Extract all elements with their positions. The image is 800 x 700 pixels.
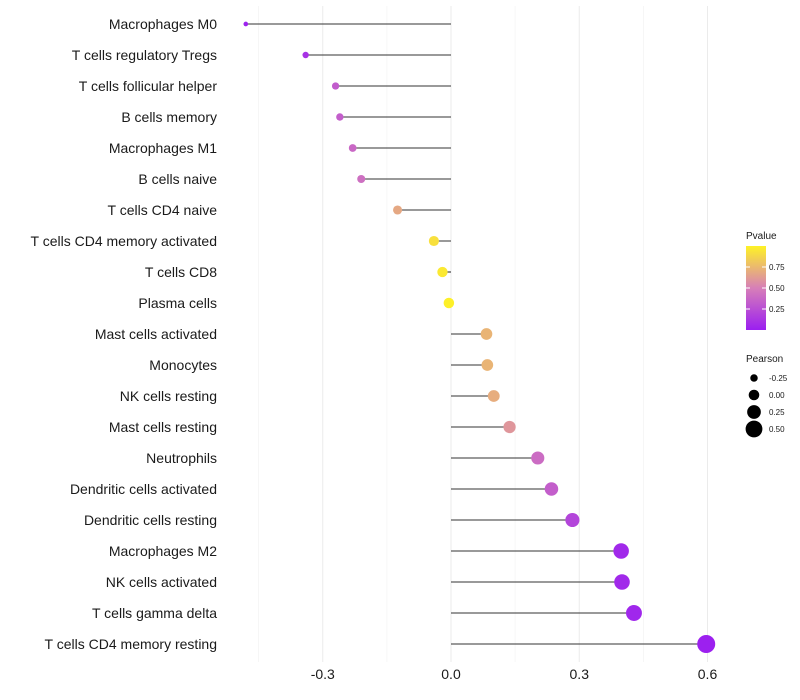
lollipop-dot <box>544 482 559 496</box>
category-label: T cells CD4 naive <box>108 202 218 218</box>
lollipop-dot <box>428 235 439 247</box>
category-label: Macrophages M0 <box>109 16 217 32</box>
category-label: Monocytes <box>149 357 217 373</box>
size-legend-dot <box>747 405 761 419</box>
category-label: T cells regulatory Tregs <box>72 47 217 63</box>
category-label: T cells CD8 <box>145 264 217 280</box>
size-legend-dot <box>750 374 758 382</box>
category-label: Neutrophils <box>146 450 217 466</box>
lollipop-dot <box>437 266 448 278</box>
lollipop-dot <box>614 574 630 590</box>
lollipop-dot <box>626 605 642 621</box>
colorbar-tick-label: 0.25 <box>769 305 785 314</box>
category-labels: Macrophages M0 T cells regulatory Tregs T … <box>31 16 218 652</box>
category-label: Macrophages M1 <box>109 140 217 156</box>
x-tick-label: 0.6 <box>698 666 718 682</box>
x-axis-tick-labels: -0.3 0.0 0.3 0.6 <box>311 666 718 682</box>
colorbar-tick-label: 0.50 <box>769 284 785 293</box>
pearson-legend-title: Pearson <box>746 354 783 365</box>
lollipop-dot <box>302 51 309 59</box>
pvalue-legend: Pvalue 0.25 0.50 0.75 <box>746 231 785 330</box>
lollipop-dot <box>487 390 500 402</box>
category-label: Dendritic cells activated <box>70 481 217 497</box>
lollipop-dot <box>503 420 516 434</box>
category-label: Mast cells activated <box>95 326 217 342</box>
colorbar-tick-label: 0.75 <box>769 263 785 272</box>
x-tick-label: 0.3 <box>570 666 590 682</box>
category-label: Macrophages M2 <box>109 543 217 559</box>
grid-lines <box>258 6 708 662</box>
lollipop-dot <box>443 297 455 309</box>
category-label: Mast cells resting <box>109 419 217 435</box>
lollipop-dot <box>613 543 629 559</box>
lollipop-dot <box>331 82 340 90</box>
x-tick-label: -0.3 <box>311 666 335 682</box>
category-label: NK cells activated <box>106 574 217 590</box>
size-legend-dot <box>745 420 763 438</box>
category-label: NK cells resting <box>120 388 217 404</box>
pearson-size-legend: Pearson -0.25 0.00 0.25 0.50 <box>745 354 788 438</box>
size-legend-dot <box>748 389 760 401</box>
lollipop-dot <box>531 451 545 465</box>
lollipop-dot <box>393 205 403 215</box>
size-legend-label: 0.50 <box>769 425 785 434</box>
lollipop-dot <box>480 328 493 340</box>
lollipop-dot <box>348 144 357 152</box>
category-label: T cells CD4 memory resting <box>45 636 217 652</box>
size-legend-label: -0.25 <box>769 374 788 383</box>
category-label: Dendritic cells resting <box>84 512 217 528</box>
size-legend-label: 0.00 <box>769 391 785 400</box>
lollipop-dots <box>243 21 716 654</box>
lollipop-dot <box>243 21 249 27</box>
lollipop-dot <box>697 634 716 654</box>
category-label: Plasma cells <box>138 295 217 311</box>
lollipop-dot <box>565 512 580 528</box>
lollipop-dot <box>481 359 494 371</box>
category-label: B cells naive <box>138 171 217 187</box>
pvalue-colorbar <box>746 246 766 330</box>
category-label: B cells memory <box>121 109 217 125</box>
lollipop-stems <box>245 23 707 645</box>
size-legend-label: 0.25 <box>769 408 785 417</box>
pvalue-legend-title: Pvalue <box>746 231 777 242</box>
category-label: T cells gamma delta <box>92 605 217 621</box>
x-tick-label: 0.0 <box>441 666 461 682</box>
lollipop-dot <box>336 113 344 121</box>
lollipop-dot <box>357 175 366 183</box>
category-label: T cells CD4 memory activated <box>31 233 217 249</box>
category-label: T cells follicular helper <box>79 78 218 94</box>
